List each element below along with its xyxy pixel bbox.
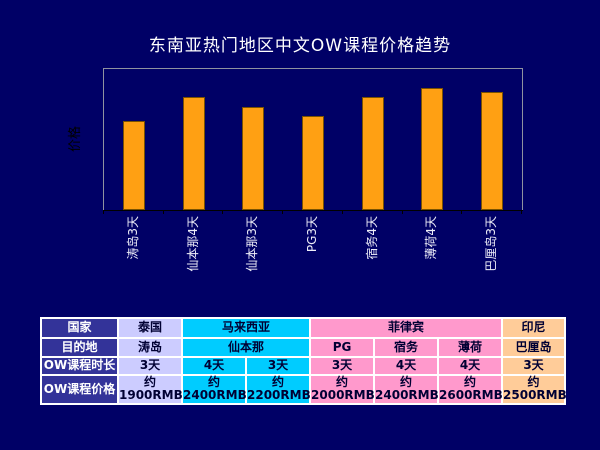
bar-4 bbox=[302, 116, 324, 210]
x-axis-label-7: 巴厘岛3天 bbox=[484, 216, 499, 272]
x-axis-tick bbox=[461, 210, 462, 214]
cell-price-5: 约 2400RMB bbox=[373, 374, 440, 405]
bar-1 bbox=[122, 121, 145, 210]
cell-destination-4: 宿务 bbox=[373, 337, 440, 358]
cell-duration-3: 3天 bbox=[244, 356, 312, 376]
row-header-country: 国家 bbox=[40, 317, 119, 339]
x-axis-label-3: 仙本那3天 bbox=[245, 216, 260, 272]
bar-3 bbox=[242, 107, 265, 210]
cell-destination-1: 涛岛 bbox=[117, 337, 183, 358]
cell-destination-6: 巴厘岛 bbox=[501, 337, 567, 358]
cell-price-6: 约 2600RMB bbox=[437, 374, 504, 405]
cell-country-2: 马来西亚 bbox=[180, 317, 312, 339]
x-axis-line bbox=[103, 210, 523, 211]
cell-price-3: 约 2200RMB bbox=[244, 374, 312, 405]
x-axis-label-1: 涛岛3天 bbox=[125, 216, 140, 260]
chart-plot-area bbox=[103, 68, 523, 211]
x-axis-label-2: 仙本那4天 bbox=[185, 216, 200, 272]
cell-price-7: 约 2500RMB bbox=[501, 374, 567, 405]
bar-2 bbox=[182, 97, 205, 210]
table-row-country: 国家 泰国 马来西亚 菲律宾 印尼 bbox=[40, 317, 567, 339]
x-axis-label-4: PG3天 bbox=[305, 216, 319, 253]
cell-duration-2: 4天 bbox=[181, 356, 247, 376]
table-row-destination: 目的地 涛岛 仙本那 PG 宿务 薄荷 巴厘岛 bbox=[40, 337, 567, 358]
cell-country-1: 泰国 bbox=[117, 317, 183, 339]
cell-country-4: 印尼 bbox=[501, 317, 567, 339]
x-axis-tick bbox=[222, 210, 223, 214]
cell-duration-7: 3天 bbox=[501, 356, 567, 376]
page-title: 东南亚热门地区中文OW课程价格趋势 bbox=[148, 36, 452, 56]
cell-destination-3: PG bbox=[309, 337, 376, 358]
table-row-duration: OW课程时长 3天 4天 3天 3天 4天 4天 3天 bbox=[40, 356, 567, 376]
cell-price-1: 约 1900RMB bbox=[117, 374, 183, 405]
cell-destination-2: 仙本那 bbox=[180, 337, 312, 358]
x-axis-tick bbox=[521, 210, 522, 214]
row-header-destination: 目的地 bbox=[40, 337, 119, 358]
cell-price-2: 约 2400RMB bbox=[181, 374, 247, 405]
cell-price-4: 约 2000RMB bbox=[309, 374, 376, 405]
x-axis-tick bbox=[342, 210, 343, 214]
bar-6 bbox=[421, 88, 444, 210]
row-header-duration: OW课程时长 bbox=[40, 356, 119, 376]
cell-duration-6: 4天 bbox=[437, 356, 504, 376]
x-axis-label-6: 薄荷4天 bbox=[424, 216, 439, 260]
cell-duration-1: 3天 bbox=[117, 356, 183, 376]
cell-destination-5: 薄荷 bbox=[437, 337, 504, 358]
table-row-price: OW课程价格约 1900RMB 约 2400RMB 约 2200RMB 约 2000R… bbox=[40, 374, 567, 405]
x-axis-tick bbox=[402, 210, 403, 214]
x-axis-tick bbox=[282, 210, 283, 214]
bar-7 bbox=[481, 92, 504, 210]
y-axis-label: 价格 bbox=[68, 126, 83, 153]
x-axis-tick bbox=[163, 210, 164, 214]
cell-country-3: 菲律宾 bbox=[309, 317, 504, 339]
x-axis-label-5: 宿务4天 bbox=[364, 216, 379, 260]
cell-duration-4: 3天 bbox=[309, 356, 376, 376]
bar-5 bbox=[361, 97, 384, 210]
price-table: 国家 泰国 马来西亚 菲律宾 印尼 目的地 涛岛 仙本那 PG 宿务 薄荷 巴厘岛 OW课程时长 3天 4天… bbox=[40, 317, 567, 405]
row-header-price: OW课程价格 bbox=[40, 374, 119, 405]
cell-duration-5: 4天 bbox=[373, 356, 440, 376]
x-axis-tick bbox=[103, 210, 104, 214]
